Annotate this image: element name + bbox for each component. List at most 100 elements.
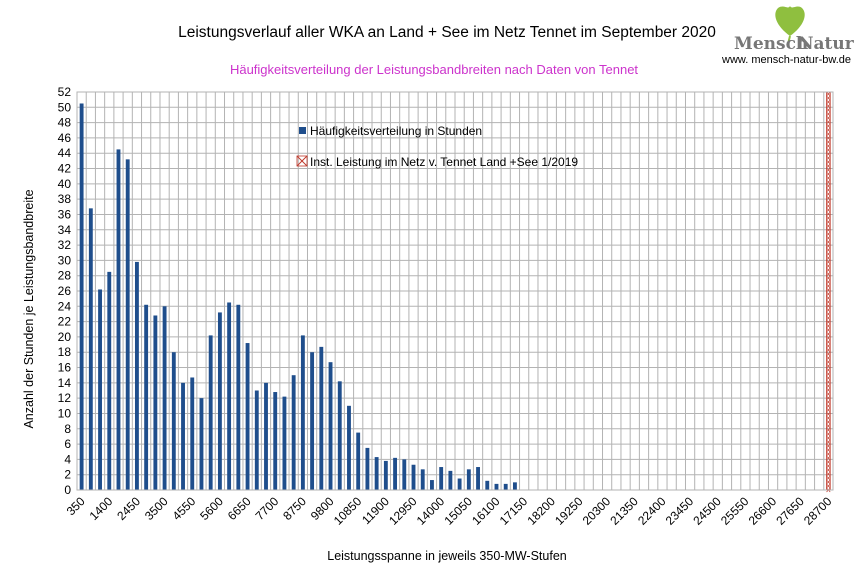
- capacity-hatch: [826, 419, 831, 425]
- capacity-hatch: [826, 163, 831, 169]
- bar: [383, 460, 388, 490]
- capacity-hatch: [826, 95, 831, 101]
- bar: [162, 306, 167, 490]
- capacity-hatch: [826, 283, 831, 289]
- y-tick-label: 14: [58, 376, 72, 390]
- bars: [79, 103, 517, 491]
- y-tick-label: 44: [58, 146, 72, 160]
- capacity-hatch: [826, 231, 831, 237]
- y-tick-label: 4: [64, 452, 71, 466]
- installed-capacity-marker: [826, 91, 831, 493]
- capacity-hatch: [826, 407, 831, 413]
- capacity-hatch: [826, 343, 831, 349]
- y-tick-label: 32: [58, 238, 72, 252]
- capacity-hatch: [826, 199, 831, 205]
- capacity-hatch: [826, 175, 831, 181]
- bar: [273, 392, 278, 490]
- capacity-hatch: [826, 179, 831, 185]
- capacity-hatch: [826, 459, 831, 465]
- y-tick-label: 6: [64, 437, 71, 451]
- capacity-hatch: [826, 155, 831, 161]
- bar: [319, 346, 324, 490]
- y-tick-label: 26: [58, 284, 72, 298]
- website-text: www. mensch-natur-bw.de: [721, 54, 851, 66]
- capacity-hatch: [826, 359, 831, 365]
- bar: [328, 362, 333, 490]
- capacity-hatch: [826, 167, 831, 173]
- capacity-hatch: [826, 119, 831, 125]
- bar: [402, 459, 407, 490]
- capacity-hatch: [826, 307, 831, 313]
- capacity-hatch: [826, 331, 831, 337]
- bar: [208, 335, 213, 490]
- capacity-hatch: [826, 99, 831, 105]
- capacity-hatch: [826, 215, 831, 221]
- bar: [181, 382, 185, 490]
- x-tick-label: 18200: [524, 494, 558, 528]
- bar: [457, 478, 462, 490]
- logo: Mensch Natur www. mensch-natur-bw.de: [721, 6, 855, 66]
- x-tick-label: 27650: [773, 494, 807, 528]
- capacity-hatch: [826, 375, 831, 381]
- x-tick-label: 24500: [690, 494, 724, 528]
- y-tick-label: 22: [58, 315, 72, 329]
- x-tick-label: 19250: [552, 494, 586, 528]
- y-tick-label: 8: [64, 422, 71, 436]
- bar: [356, 432, 361, 490]
- capacity-hatch: [826, 195, 831, 201]
- capacity-hatch: [826, 399, 831, 405]
- x-tick-label: 4550: [170, 494, 199, 523]
- leaf-stem: [787, 35, 791, 45]
- bar: [264, 382, 268, 490]
- capacity-hatch: [826, 423, 831, 429]
- capacity-hatch: [826, 339, 831, 345]
- capacity-hatch: [826, 355, 831, 361]
- capacity-hatch: [826, 171, 831, 177]
- capacity-hatch: [826, 147, 831, 153]
- capacity-hatch: [826, 223, 831, 229]
- bar: [98, 289, 102, 490]
- bar: [217, 312, 222, 490]
- x-tick-label: 1400: [87, 494, 116, 523]
- capacity-hatch: [826, 327, 831, 333]
- y-tick-label: 38: [58, 192, 72, 206]
- bar: [227, 302, 232, 490]
- y-tick-label: 10: [58, 406, 72, 420]
- capacity-hatch: [826, 319, 831, 325]
- bar: [365, 447, 370, 490]
- capacity-hatch: [826, 471, 831, 477]
- y-tick-label: 48: [58, 116, 72, 130]
- x-tick-label: 22400: [635, 494, 669, 528]
- capacity-hatch: [826, 443, 831, 449]
- bar: [411, 464, 416, 490]
- x-tick-label: 3500: [142, 494, 171, 523]
- capacity-hatch: [826, 279, 831, 285]
- capacity-hatch: [826, 335, 831, 341]
- capacity-hatch: [826, 315, 831, 321]
- y-tick-label: 34: [58, 223, 72, 237]
- x-tick-label: 15050: [441, 494, 475, 528]
- capacity-hatch: [826, 123, 831, 129]
- capacity-hatch: [826, 415, 831, 421]
- bar: [448, 470, 453, 490]
- y-tick-label: 46: [58, 131, 72, 145]
- y-tick-label: 16: [58, 361, 72, 375]
- capacity-hatch: [826, 439, 831, 445]
- bar: [439, 467, 444, 490]
- y-tick-label: 42: [58, 162, 72, 176]
- capacity-hatch: [826, 243, 831, 249]
- gridlines: [76, 91, 834, 491]
- capacity-hatch: [826, 191, 831, 197]
- capacity-hatch: [826, 367, 831, 373]
- capacity-hatch: [826, 467, 831, 473]
- capacity-hatch: [826, 203, 831, 209]
- capacity-hatch: [826, 127, 831, 133]
- capacity-hatch: [826, 219, 831, 225]
- bar: [485, 480, 490, 490]
- bar: [512, 482, 517, 490]
- capacity-hatch: [826, 391, 831, 397]
- capacity-hatch: [826, 263, 831, 269]
- legend-label-frequency: Häufigkeitsverteilung in Stunden: [310, 124, 482, 138]
- y-tick-label: 30: [58, 253, 72, 267]
- ginkgo-leaf-icon: [775, 6, 805, 36]
